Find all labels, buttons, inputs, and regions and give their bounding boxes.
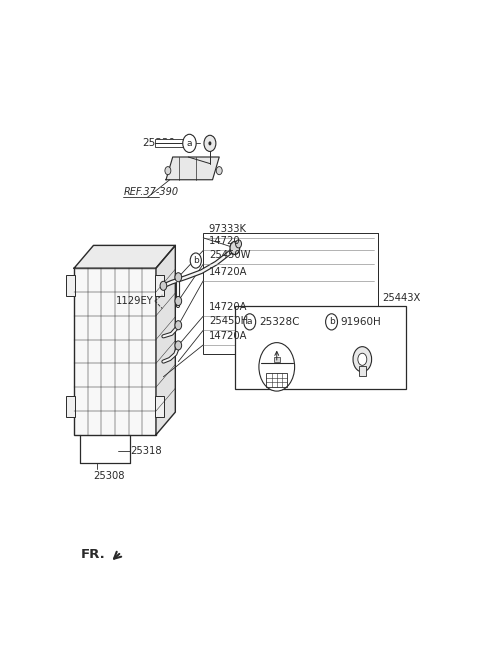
Text: 25328C: 25328C bbox=[259, 317, 300, 327]
Circle shape bbox=[165, 167, 171, 174]
Circle shape bbox=[204, 135, 216, 152]
Text: a: a bbox=[187, 139, 192, 148]
Text: 91960H: 91960H bbox=[341, 317, 382, 327]
Bar bbox=[274, 357, 280, 362]
Text: 1129EY: 1129EY bbox=[116, 296, 154, 306]
Circle shape bbox=[183, 134, 196, 152]
Bar bbox=[155, 139, 183, 148]
Circle shape bbox=[216, 167, 222, 174]
Bar bbox=[235, 306, 406, 390]
Text: b: b bbox=[329, 318, 335, 326]
Text: 25450W: 25450W bbox=[209, 250, 250, 260]
Text: 25318: 25318 bbox=[131, 447, 162, 457]
Circle shape bbox=[175, 321, 181, 330]
Circle shape bbox=[236, 240, 241, 248]
Text: b: b bbox=[193, 256, 199, 265]
Circle shape bbox=[259, 342, 295, 391]
Circle shape bbox=[353, 346, 372, 372]
Circle shape bbox=[190, 253, 202, 268]
Circle shape bbox=[208, 141, 211, 146]
Bar bbox=[74, 268, 156, 435]
Text: 14720A: 14720A bbox=[209, 302, 247, 312]
Text: FR.: FR. bbox=[81, 548, 105, 561]
Text: 25308: 25308 bbox=[94, 471, 125, 482]
Polygon shape bbox=[74, 245, 175, 268]
Bar bbox=[203, 233, 378, 354]
Circle shape bbox=[175, 273, 181, 282]
Circle shape bbox=[325, 314, 337, 330]
Text: 25443X: 25443X bbox=[382, 293, 420, 304]
Text: 25450H: 25450H bbox=[209, 316, 248, 326]
Text: REF.37-390: REF.37-390 bbox=[123, 188, 179, 197]
Circle shape bbox=[358, 353, 367, 365]
Text: 14720: 14720 bbox=[209, 236, 240, 247]
Text: 97333K: 97333K bbox=[209, 224, 247, 234]
Polygon shape bbox=[156, 245, 175, 435]
Circle shape bbox=[175, 297, 181, 306]
Circle shape bbox=[244, 314, 256, 330]
Bar bbox=[266, 373, 287, 387]
Circle shape bbox=[230, 241, 240, 255]
Polygon shape bbox=[166, 157, 219, 180]
Text: 14720A: 14720A bbox=[209, 267, 247, 277]
Bar bbox=[155, 275, 164, 296]
Circle shape bbox=[175, 341, 181, 350]
Text: 14720A: 14720A bbox=[209, 331, 247, 341]
Bar bbox=[359, 366, 366, 376]
Circle shape bbox=[160, 281, 167, 291]
Bar bbox=[66, 396, 75, 417]
Bar bbox=[155, 396, 164, 417]
Text: 25330: 25330 bbox=[142, 138, 175, 148]
Bar bbox=[66, 275, 75, 296]
Text: a: a bbox=[247, 318, 252, 326]
